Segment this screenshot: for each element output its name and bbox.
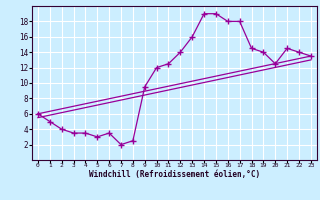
X-axis label: Windchill (Refroidissement éolien,°C): Windchill (Refroidissement éolien,°C) bbox=[89, 170, 260, 179]
